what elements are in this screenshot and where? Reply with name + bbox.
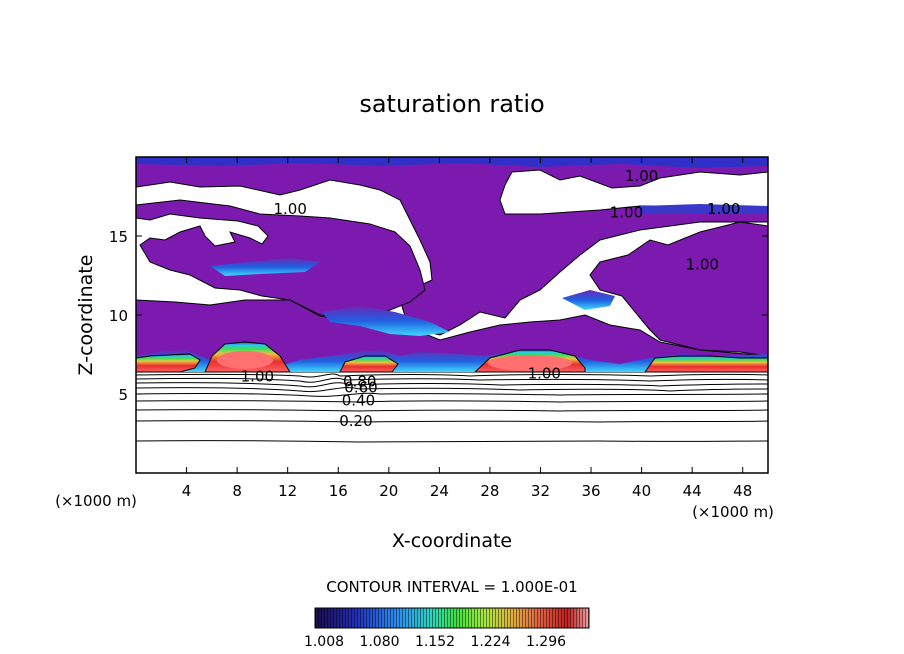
colorbar-ticks: 1.008 1.080 1.152 1.224 1.296	[304, 634, 566, 650]
x-tick-label: 28	[480, 482, 499, 500]
y-tick-label: 10	[109, 307, 128, 325]
cloud-cap-5	[644, 355, 768, 373]
colorbar-tick-label: 1.080	[359, 634, 399, 650]
saturation-field-upper	[136, 157, 768, 357]
contour-label: 1.00	[707, 200, 740, 218]
contour-labels: 1.00 1.00 1.00 1.00 1.00 1.00 1.00 0.800.600.40…	[241, 167, 741, 430]
x-tick-label: 48	[733, 482, 752, 500]
y-tick-label: 5	[118, 386, 128, 404]
x-tick-label: 24	[430, 482, 449, 500]
x-tick-label: 40	[632, 482, 651, 500]
moisture-streak-right	[562, 290, 615, 310]
cloud-cap-3	[339, 355, 399, 373]
x-tick-label: 4	[182, 482, 192, 500]
contour-label: 1.00	[610, 203, 643, 221]
contour-label: 0.80	[343, 372, 376, 390]
x-tick-label: 32	[531, 482, 550, 500]
colorbar-tick-label: 1.008	[304, 634, 344, 650]
contour-label: 0.20	[339, 412, 372, 430]
contour-label: 1.00	[274, 200, 307, 218]
x-axis-label: X-coordinate	[392, 530, 512, 552]
contour-label: 1.00	[686, 255, 719, 273]
x-tick-label: 36	[581, 482, 600, 500]
moisture-top-band	[136, 157, 768, 168]
colorbar-tick-label: 1.152	[415, 634, 455, 650]
saturation-field-lower-band	[136, 299, 768, 373]
contour-label: 1.00	[528, 364, 561, 382]
x-tick-label: 8	[232, 482, 242, 500]
contour-label: 0.60	[344, 379, 377, 397]
x-axis: 4 8 12 16 20 24 28 32 36 40 44 48	[182, 157, 752, 500]
contour-label: 1.00	[241, 368, 274, 386]
cloud-core-2	[217, 351, 273, 369]
plot-area	[136, 157, 768, 473]
x-tick-label: 16	[329, 482, 348, 500]
chart-title: saturation ratio	[359, 90, 544, 118]
x-unit-left: (×1000 m)	[55, 492, 137, 510]
moisture-streak-left	[210, 258, 320, 276]
y-tick-label: 15	[109, 228, 128, 246]
colorbar-tick-label: 1.296	[526, 634, 566, 650]
x-tick-label: 12	[278, 482, 297, 500]
y-axis: 5 10 15	[109, 228, 768, 404]
moisture-band-right	[640, 204, 768, 214]
x-tick-label: 44	[683, 482, 702, 500]
colorbar-tick-label: 1.224	[470, 634, 510, 650]
y-axis-label: Z-coordinate	[75, 255, 97, 376]
cloud-base-band	[136, 350, 768, 372]
cloud-core-4	[488, 355, 572, 371]
contour-interval: CONTOUR INTERVAL = 1.000E-01	[326, 578, 577, 596]
subsaturated-isolines	[136, 373, 768, 443]
moisture-streak-mid	[322, 306, 450, 336]
colorbar	[314, 607, 590, 629]
contour-label: 1.00	[625, 167, 658, 185]
contour-label: 0.40	[342, 391, 375, 409]
cloud-cap-1	[136, 353, 201, 373]
x-tick-label: 20	[379, 482, 398, 500]
x-unit-right: (×1000 m)	[692, 503, 774, 521]
